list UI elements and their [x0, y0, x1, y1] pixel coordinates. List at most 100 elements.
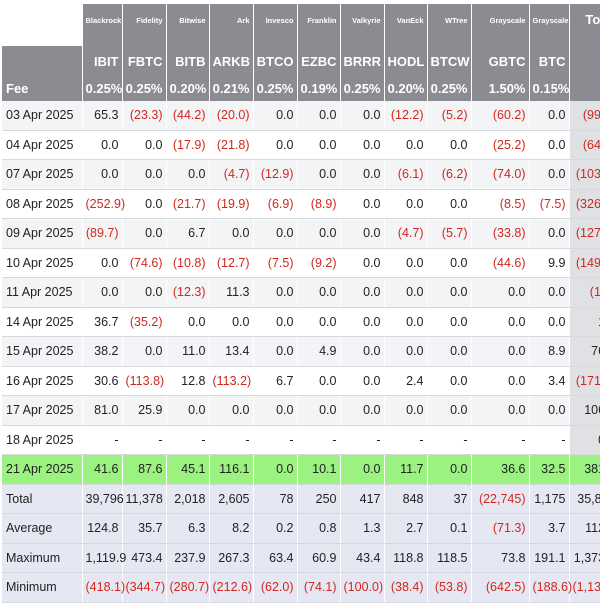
- row-total: 1.5: [569, 307, 600, 337]
- flow-cell: (5.2): [427, 101, 472, 131]
- flow-cell: (10.8): [166, 248, 210, 278]
- total-column-header: Total: [569, 4, 600, 46]
- issuer-header: Grayscale: [529, 4, 570, 46]
- summary-cell: 124.8: [82, 513, 123, 544]
- summary-row: Total 39,796 11,378 2,018 2,605 78 250 417 848 37…: [2, 484, 600, 514]
- flow-cell: 12.8: [166, 366, 210, 396]
- flow-cell: (113.8): [122, 366, 167, 396]
- summary-cell: 60.9: [297, 543, 341, 573]
- flow-cell: (8.5): [471, 189, 530, 219]
- ticker-header: BITB: [166, 46, 210, 76]
- flow-cell: -: [209, 425, 254, 455]
- flow-cell: 81.0: [82, 395, 123, 426]
- ticker-header-row: IBIT FBTC BITB ARKB BTCO EZBC BRRR HODL …: [2, 46, 600, 76]
- flow-cell: 0.0: [209, 218, 254, 249]
- flow-cell: 0.0: [427, 307, 472, 337]
- flow-cell: 0.0: [166, 307, 210, 337]
- issuer-header-row: Blackrock Fidelity Bitwise Ark Invesco F…: [2, 4, 600, 46]
- issuer-header: Bitwise: [166, 4, 210, 46]
- summary-cell: 39,796: [82, 484, 124, 514]
- flow-cell: 0.0: [253, 454, 298, 485]
- ticker-header: IBIT: [82, 46, 123, 76]
- summary-cell: (344.7): [122, 572, 167, 603]
- issuer-header: Fidelity: [122, 4, 167, 46]
- flow-cell: (33.8): [471, 218, 530, 249]
- summary-cell: 2,605: [209, 484, 254, 514]
- flow-cell: 0.0: [209, 395, 254, 426]
- summary-total: 35,856: [569, 484, 600, 514]
- summary-cell: (38.4): [384, 572, 428, 603]
- summary-label: Total: [2, 484, 83, 514]
- flow-cell: 0.0: [122, 130, 167, 160]
- daily-flows-body: 03 Apr 2025 65.3 (23.3) (44.2) (20.0) 0.0 0.0 0…: [2, 101, 600, 485]
- row-total: (171.1): [569, 366, 600, 396]
- summary-cell: 3.7: [529, 513, 570, 544]
- flow-cell: -: [297, 425, 341, 455]
- flow-cell: 8.9: [529, 336, 570, 367]
- flow-cell: -: [82, 425, 123, 455]
- flow-cell: 0.0: [427, 130, 472, 160]
- ticker-header: BTC: [529, 46, 570, 76]
- flow-cell: 0.0: [253, 395, 298, 426]
- flow-cell: 0.0: [82, 159, 123, 190]
- row-date: 17 Apr 2025: [2, 395, 83, 426]
- summary-cell: 267.3: [209, 543, 254, 573]
- issuer-header: Ark: [209, 4, 254, 46]
- flow-cell: 9.9: [529, 248, 570, 278]
- issuer-header: Valkyrie: [340, 4, 385, 46]
- flow-cell: 0.0: [340, 101, 385, 131]
- summary-cell: 43.4: [340, 543, 385, 573]
- flow-cell: 0.0: [340, 218, 385, 249]
- summary-cell: 250: [297, 484, 341, 514]
- row-date: 03 Apr 2025: [2, 101, 83, 131]
- flow-cell: 0.0: [340, 336, 385, 367]
- summary-total: 1,373.8: [569, 543, 600, 573]
- flow-cell: 0.0: [297, 218, 341, 249]
- ticker-header: FBTC: [122, 46, 167, 76]
- summary-cell: 237.9: [166, 543, 210, 573]
- corner-cell: [2, 4, 83, 46]
- ticker-total-cell: [569, 46, 600, 76]
- flow-cell: (9.2): [297, 248, 341, 278]
- fee-value: 0.15%: [529, 76, 570, 101]
- issuer-header: Franklin: [297, 4, 341, 46]
- fee-value: 0.25%: [340, 76, 385, 101]
- flow-cell: 6.7: [253, 366, 298, 396]
- table-row: 08 Apr 2025 (252.9) 0.0 (21.7) (19.9) (6.9) (8…: [2, 189, 600, 219]
- row-date: 11 Apr 2025: [2, 277, 83, 308]
- flow-cell: (25.2): [471, 130, 530, 160]
- summary-cell: (188.6): [529, 572, 572, 603]
- flow-cell: 11.7: [384, 454, 428, 485]
- flow-cell: (21.8): [209, 130, 254, 160]
- flow-cell: (12.2): [384, 101, 428, 131]
- flow-cell: 0.0: [384, 307, 428, 337]
- table-row: 14 Apr 2025 36.7 (35.2) 0.0 0.0 0.0 0.0 0.0 0.0 0…: [2, 307, 600, 337]
- flow-cell: (35.2): [122, 307, 167, 337]
- summary-cell: 63.4: [253, 543, 298, 573]
- flow-cell: (60.2): [471, 101, 530, 131]
- row-date: 04 Apr 2025: [2, 130, 83, 160]
- row-date: 09 Apr 2025: [2, 218, 83, 249]
- flow-cell: (17.9): [166, 130, 210, 160]
- flow-cell: -: [384, 425, 428, 455]
- ticker-header: ARKB: [209, 46, 254, 76]
- row-date: 08 Apr 2025: [2, 189, 83, 219]
- flow-cell: 0.0: [471, 395, 530, 426]
- ticker-header: BRRR: [340, 46, 385, 76]
- row-date: 16 Apr 2025: [2, 366, 83, 396]
- summary-cell: 848: [384, 484, 428, 514]
- fee-value: 0.21%: [209, 76, 254, 101]
- row-date: 21 Apr 2025: [2, 454, 83, 485]
- summary-cell: 73.8: [471, 543, 530, 573]
- summary-cell: (642.5): [471, 572, 530, 603]
- fee-value: 0.25%: [253, 76, 298, 101]
- flow-cell: 0.0: [529, 101, 570, 131]
- ticker-header: BTCO: [253, 46, 298, 76]
- flow-cell: 0.0: [297, 307, 341, 337]
- summary-cell: 191.1: [529, 543, 570, 573]
- summary-cell: (100.0): [340, 572, 385, 603]
- flow-cell: 0.0: [384, 130, 428, 160]
- issuer-header: Invesco: [253, 4, 298, 46]
- row-date: 10 Apr 2025: [2, 248, 83, 278]
- row-total: (149.5): [569, 248, 600, 278]
